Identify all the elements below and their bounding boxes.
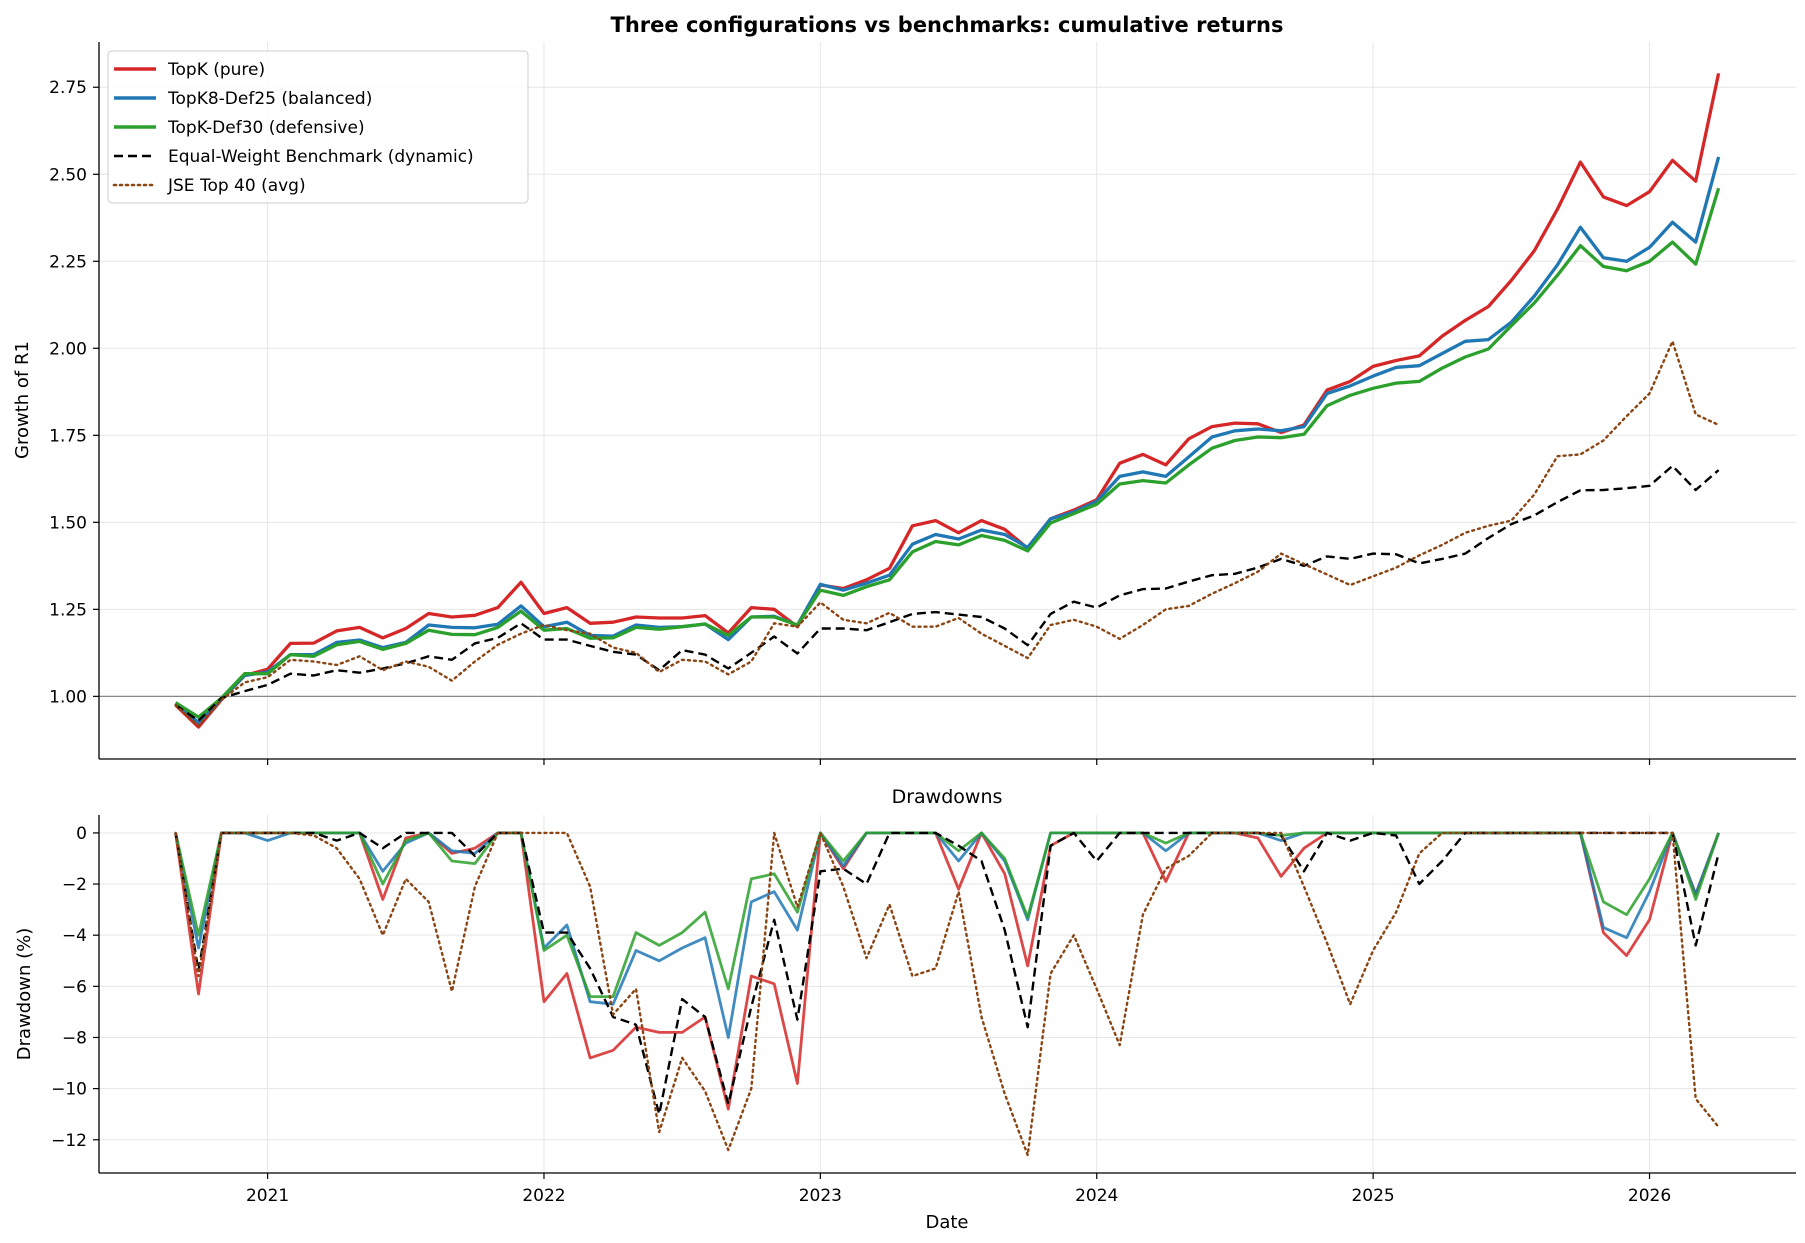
bottom-x-tick-label-3: 2024 xyxy=(1075,1186,1118,1206)
top-series-1-line xyxy=(174,156,1721,725)
bottom-y-tick-label-3: −6 xyxy=(62,977,87,997)
legend-box xyxy=(107,50,529,204)
bottom-series-lines xyxy=(174,831,1720,1157)
bottom-x-tick-label-2: 2023 xyxy=(799,1186,842,1206)
x-axis-label: Date xyxy=(925,1212,968,1233)
bottom-axes xyxy=(98,815,1796,1174)
top-gridlines xyxy=(99,42,1796,759)
bottom-y-tick-label-6: −12 xyxy=(51,1131,87,1151)
legend-label-0: TopK (pure) xyxy=(167,60,265,80)
top-y-tick-label-5: 2.25 xyxy=(49,252,87,272)
bottom-gridlines xyxy=(99,815,1796,1173)
top-y-tick-label-3: 1.75 xyxy=(49,426,87,446)
bottom-y-tick-label-0: 0 xyxy=(76,824,87,844)
bottom-x-tick-label-0: 2021 xyxy=(246,1186,289,1206)
top-series-3-line xyxy=(174,464,1720,722)
top-y-axis-label: Growth of R1 xyxy=(12,341,33,459)
bottom-y-tick-label-4: −8 xyxy=(62,1028,87,1048)
cumulative-returns-panel: Three configurations vs benchmarks: cumu… xyxy=(12,13,1796,765)
legend-label-4: JSE Top 40 (avg) xyxy=(167,176,306,196)
bottom-y-tick-label-2: −4 xyxy=(62,926,87,946)
bottom-x-tick-label-4: 2025 xyxy=(1351,1186,1394,1206)
top-y-tick-label-6: 2.50 xyxy=(49,165,87,185)
bottom-y-tick-label-1: −2 xyxy=(62,875,87,895)
top-y-tick-labels: 1.00 1.25 1.50 1.75 2.00 2.25 2.50 2.75 xyxy=(49,78,99,707)
drawdowns-panel: Drawdowns 0−2−4−6−8−10−12 2021 2022 2023 20… xyxy=(14,786,1796,1233)
top-y-tick-label-1: 1.25 xyxy=(49,600,87,620)
top-axes xyxy=(98,42,1796,760)
top-y-tick-label-0: 1.00 xyxy=(49,687,87,707)
top-y-tick-label-7: 2.75 xyxy=(49,78,87,98)
bottom-series-4-line xyxy=(174,831,1720,1157)
bottom-series-0-line xyxy=(174,831,1720,1111)
bottom-series-3-line xyxy=(174,831,1720,1116)
drawdowns-title: Drawdowns xyxy=(892,786,1003,808)
top-series-lines xyxy=(174,72,1721,729)
top-y-tick-label-2: 1.50 xyxy=(49,513,87,533)
chart-title: Three configurations vs benchmarks: cumu… xyxy=(611,13,1284,37)
top-x-ticks xyxy=(266,759,1651,765)
bottom-x-tick-label-5: 2026 xyxy=(1628,1186,1671,1206)
legend-items: TopK (pure) TopK8-Def25 (balanced) TopK-De… xyxy=(112,60,474,196)
bottom-x-tick-labels: 2021 2022 2023 2024 2025 2026 xyxy=(246,1173,1671,1206)
top-series-0-line xyxy=(174,72,1721,729)
legend-label-2: TopK-Def30 (defensive) xyxy=(167,118,365,138)
bottom-x-tick-label-1: 2022 xyxy=(522,1186,565,1206)
top-series-4-line xyxy=(174,340,1720,728)
legend: TopK (pure) TopK8-Def25 (balanced) TopK-De… xyxy=(107,50,529,204)
bottom-y-tick-labels: 0 −2 −4 −6 −8 −10 −12 xyxy=(51,824,99,1151)
bottom-y-tick-label-5: −10 xyxy=(51,1080,87,1100)
top-y-tick-label-4: 2.00 xyxy=(49,339,87,359)
legend-label-3: Equal-Weight Benchmark (dynamic) xyxy=(168,147,474,167)
top-series-2-line xyxy=(174,187,1721,719)
legend-label-1: TopK8-Def25 (balanced) xyxy=(167,89,372,109)
bottom-y-axis-label: Drawdown (%) xyxy=(14,928,35,1060)
